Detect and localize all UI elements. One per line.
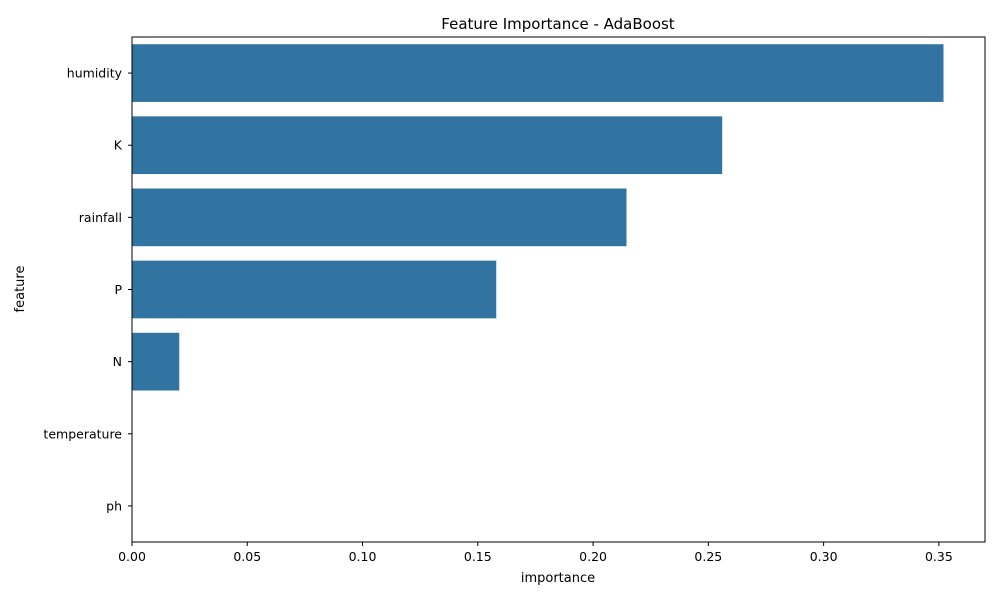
chart-title: Feature Importance - AdaBoost	[441, 15, 675, 33]
y-tick-label-p: P	[114, 282, 122, 297]
x-tick-label-7: 0.35	[925, 549, 953, 564]
plot-frame	[131, 36, 986, 543]
x-tick-label-4: 0.20	[579, 549, 607, 564]
x-tick-label-1: 0.05	[233, 549, 261, 564]
bar-humidity	[132, 44, 944, 102]
x-axis-ticks: 0.00 0.05 0.10 0.15 0.20 0.25 0.30 0.35	[118, 542, 953, 564]
bar-n	[132, 332, 180, 391]
bars-group	[132, 44, 944, 391]
bar-rainfall	[132, 188, 627, 247]
x-tick-label-0: 0.00	[118, 549, 146, 564]
y-tick-label-n: N	[113, 354, 122, 369]
x-tick-label-2: 0.10	[349, 549, 377, 564]
y-axis-label: feature	[13, 266, 28, 313]
y-tick-label-humidity: humidity	[67, 66, 123, 81]
bar-k	[132, 116, 723, 175]
x-tick-label-3: 0.15	[464, 549, 492, 564]
y-tick-label-rainfall: rainfall	[79, 210, 122, 225]
y-tick-label-temperature: temperature	[43, 426, 122, 441]
x-axis-label: importance	[521, 571, 595, 586]
bar-p	[132, 260, 497, 319]
x-tick-label-5: 0.25	[694, 549, 722, 564]
y-tick-label-ph: ph	[106, 498, 122, 513]
plot-area: 0.00 0.05 0.10 0.15 0.20 0.25 0.30 0.35 humidit…	[43, 36, 986, 564]
y-tick-label-k: K	[114, 138, 123, 153]
x-tick-label-6: 0.30	[810, 549, 838, 564]
